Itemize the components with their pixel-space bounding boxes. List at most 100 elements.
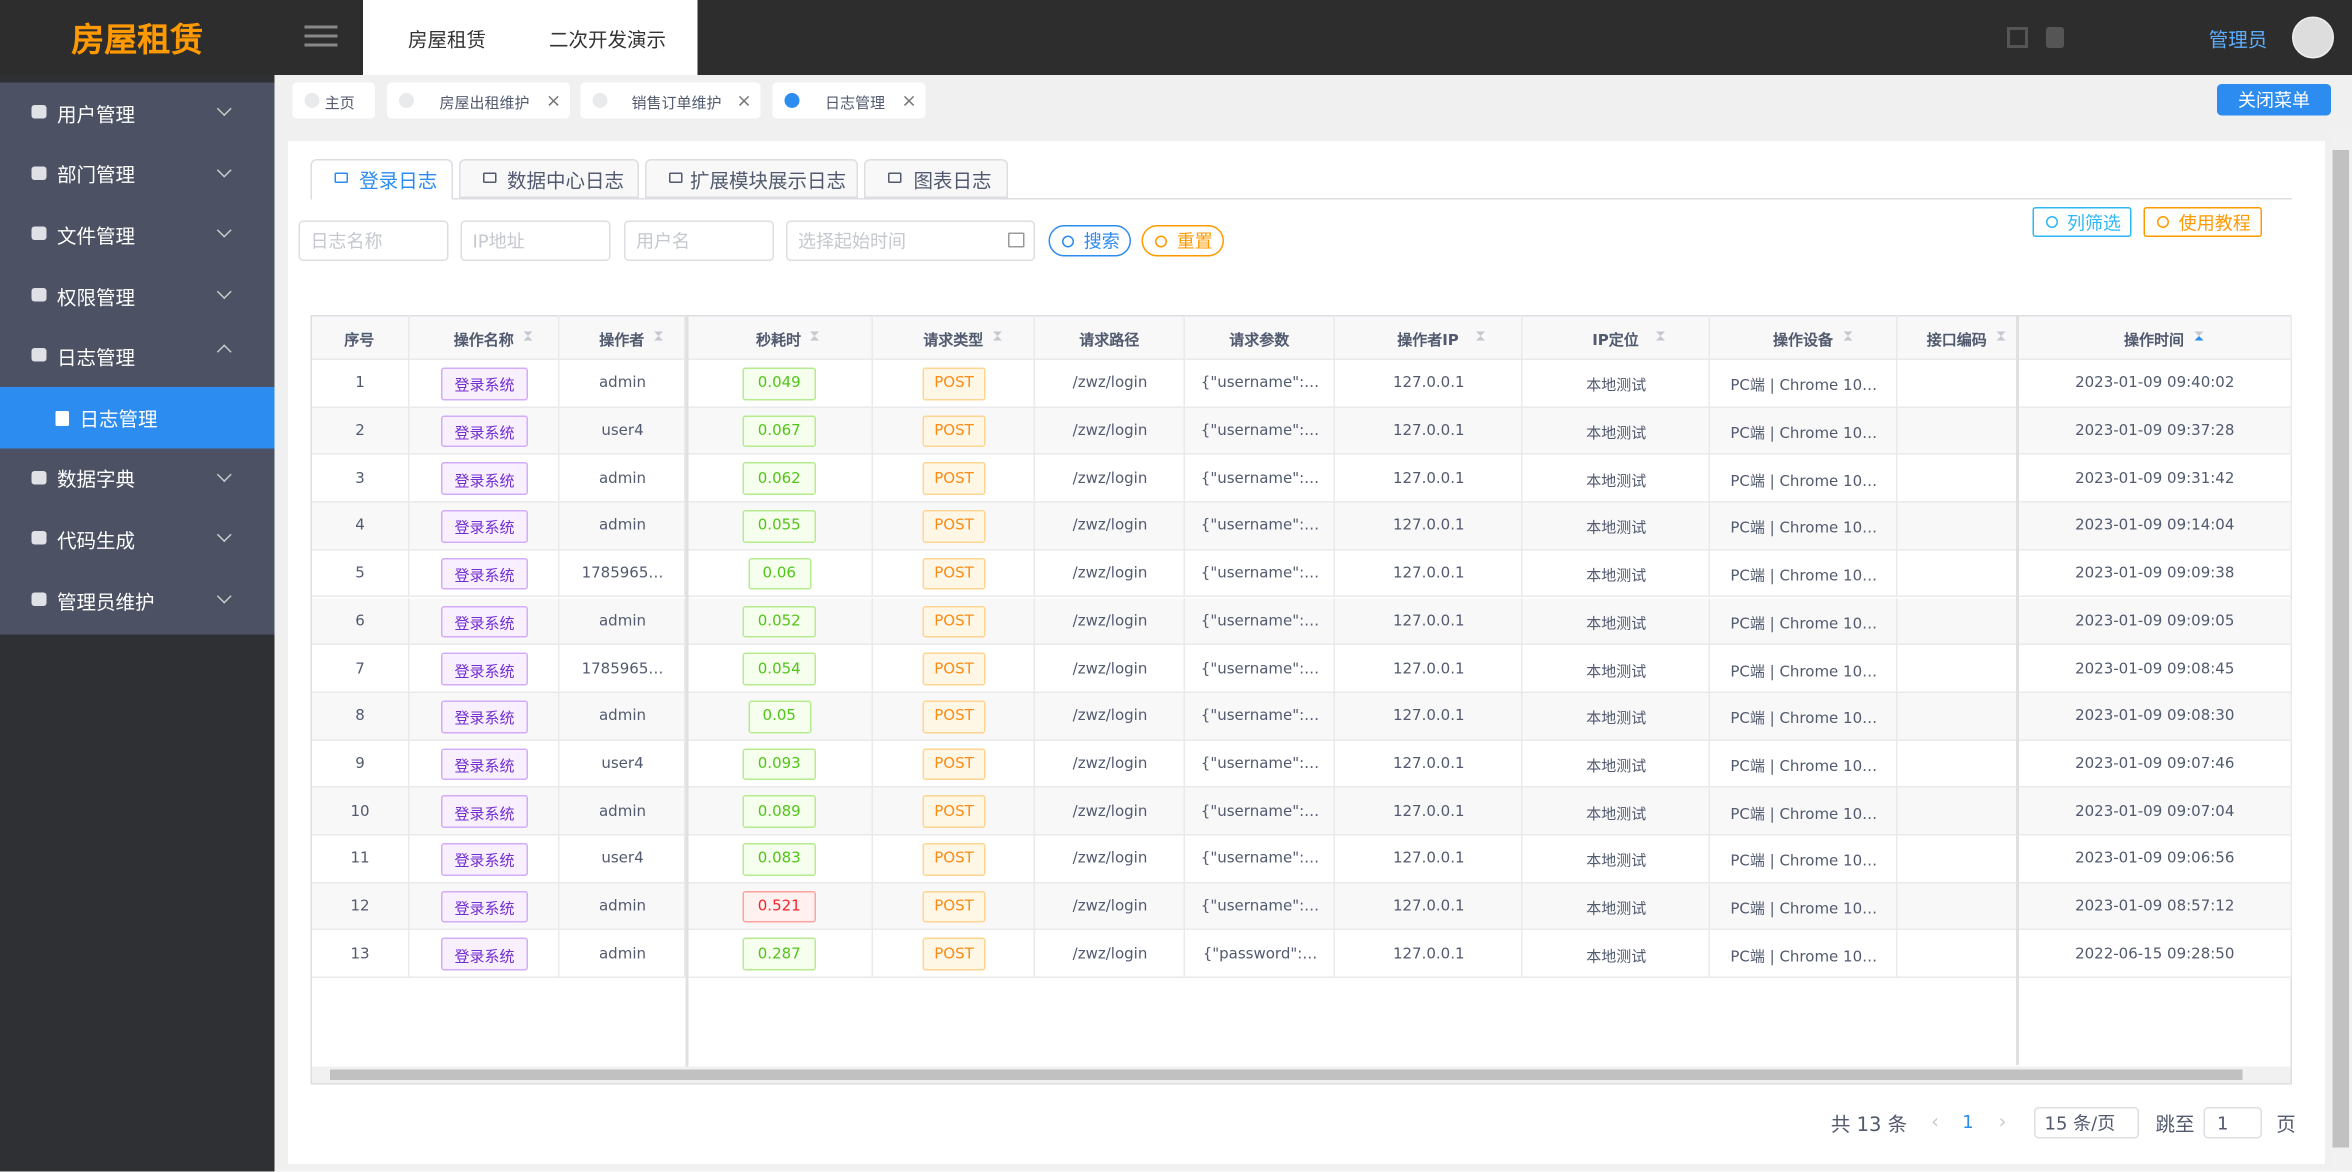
sub-tab-icon: [334, 172, 348, 183]
cell-text: 127.0.0.1: [1392, 375, 1465, 393]
menu-item[interactable]: 管理员维护: [57, 591, 155, 615]
button-label[interactable]: 使用教程: [2178, 212, 2251, 234]
cell-text: 127.0.0.1: [1392, 755, 1465, 773]
cell-tag: POST: [922, 557, 986, 591]
cell-text: 2023-01-09 09:31:42: [2075, 470, 2235, 488]
button-label[interactable]: 列筛选: [2066, 212, 2121, 234]
nav-item[interactable]: 房屋租赁: [407, 29, 486, 52]
table-cell: [410, 645, 560, 693]
filter-input[interactable]: 日志名称: [298, 220, 449, 261]
cell-text: 2023-01-09 08:57:12: [2075, 898, 2235, 916]
cell-text: admin: [598, 613, 647, 630]
filter-input[interactable]: IP地址: [460, 220, 611, 261]
tag-label[interactable]: 销售订单维护: [631, 95, 722, 112]
cell-text: 本地测试: [1586, 616, 1647, 633]
cell-tag: POST: [922, 843, 986, 876]
column-header[interactable]: IP定位: [1523, 315, 1710, 360]
table-cell: [1185, 787, 1335, 836]
sub-tab-label[interactable]: 数据中心日志: [506, 170, 624, 193]
close-menu-button[interactable]: 关闭菜单: [2217, 84, 2331, 116]
submenu-item[interactable]: 日志管理: [79, 409, 158, 432]
table-cell: [560, 740, 686, 788]
column-header[interactable]: 操作者IP: [1335, 315, 1523, 360]
page-tag[interactable]: [580, 82, 761, 119]
tag-close: ×: [901, 90, 917, 111]
sub-tab-label[interactable]: 登录日志: [359, 170, 438, 193]
cell-tag: 0.062: [742, 462, 816, 496]
cell-text: 2023-01-09 09:07:46: [2075, 755, 2235, 773]
cell-tag: 0.049: [742, 367, 816, 401]
prev-page[interactable]: ‹: [1931, 1110, 1939, 1134]
cell-text: {"username":…: [1200, 613, 1320, 630]
cell-text: 2: [355, 423, 365, 440]
column-header[interactable]: 操作者: [560, 315, 686, 360]
user-name[interactable]: 管理员: [2208, 29, 2268, 52]
cell-text: 9: [355, 755, 365, 773]
fullscreen-icon[interactable]: [2007, 27, 2028, 48]
filter-input[interactable]: 选择起始时间: [786, 220, 1035, 261]
table-cell: [1035, 360, 1185, 408]
tutorial-button[interactable]: [2143, 207, 2262, 237]
menu-icon: [31, 470, 47, 484]
cell-tag: 0.055: [742, 510, 816, 543]
column-header[interactable]: 操作设备: [1710, 315, 1898, 360]
menu-item[interactable]: 用户管理: [57, 104, 136, 128]
column-header[interactable]: 秒耗时: [686, 315, 873, 360]
cell-tag: 0.052: [742, 605, 816, 638]
cell-tag: 登录系统: [441, 367, 528, 401]
search-button[interactable]: [1048, 225, 1131, 257]
cell-text: 1: [355, 375, 365, 393]
menu-item[interactable]: 代码生成: [57, 530, 136, 554]
menu-item[interactable]: 文件管理: [57, 226, 136, 249]
column-header[interactable]: 操作时间: [2018, 315, 2292, 360]
table-cell: [1710, 455, 1898, 503]
cell-text: 1785965…: [581, 565, 664, 583]
tag-label[interactable]: 日志管理: [825, 95, 885, 112]
button-label[interactable]: 搜索: [1083, 231, 1120, 252]
cell-tag: 登录系统: [441, 747, 528, 781]
tag-close: ×: [546, 90, 561, 111]
sub-tab[interactable]: [645, 159, 858, 198]
cell-text: [1904, 503, 2012, 551]
page-tag[interactable]: [387, 82, 570, 119]
nav-item[interactable]: 二次开发演示: [548, 29, 666, 52]
cell-text: {"username":…: [1200, 518, 1320, 535]
next-page[interactable]: ›: [1998, 1110, 2007, 1134]
avatar[interactable]: [2292, 16, 2334, 59]
filter-input[interactable]: 用户名: [624, 220, 774, 261]
page-size-select[interactable]: 15 条/页: [2034, 1107, 2139, 1139]
menu-item[interactable]: 部门管理: [57, 165, 136, 189]
cell-text: user4: [601, 423, 644, 440]
reset-button[interactable]: [1141, 225, 1224, 257]
sub-tab[interactable]: [310, 159, 453, 200]
menu-item[interactable]: 权限管理: [57, 287, 136, 310]
button-label[interactable]: 重置: [1176, 231, 1213, 252]
cell-text: 127.0.0.1: [1392, 470, 1465, 488]
sub-tab-label[interactable]: 扩展模块展示日志: [689, 170, 846, 193]
table-cell: [2018, 455, 2292, 503]
tag-label[interactable]: 主页: [324, 95, 355, 112]
table-cell: [873, 740, 1035, 788]
sub-tab[interactable]: [459, 159, 639, 198]
column-header[interactable]: 操作名称: [410, 315, 560, 360]
table-cell: [686, 455, 873, 503]
column-header[interactable]: 请求类型: [873, 315, 1035, 360]
cell-tag: POST: [922, 795, 986, 828]
menu-toggle[interactable]: [304, 25, 338, 50]
jump-input[interactable]: 1: [2203, 1107, 2262, 1139]
menu-item[interactable]: 数据字典: [57, 470, 136, 493]
current-page[interactable]: 1: [1962, 1111, 1974, 1133]
menu-icon: [31, 531, 47, 545]
table-cell: [873, 502, 1035, 551]
tag-label[interactable]: 房屋出租维护: [439, 95, 530, 112]
column-filter-button[interactable]: [2032, 207, 2132, 237]
lock-icon[interactable]: [2046, 27, 2064, 48]
table-cell: [311, 360, 410, 408]
cell-tag: POST: [922, 700, 986, 733]
table-cell: [1035, 455, 1185, 503]
menu-item[interactable]: 日志管理: [57, 348, 136, 371]
cell-tag: 登录系统: [441, 415, 528, 448]
sub-tab-label[interactable]: 图表日志: [913, 170, 992, 193]
table-cell: [2018, 883, 2292, 931]
